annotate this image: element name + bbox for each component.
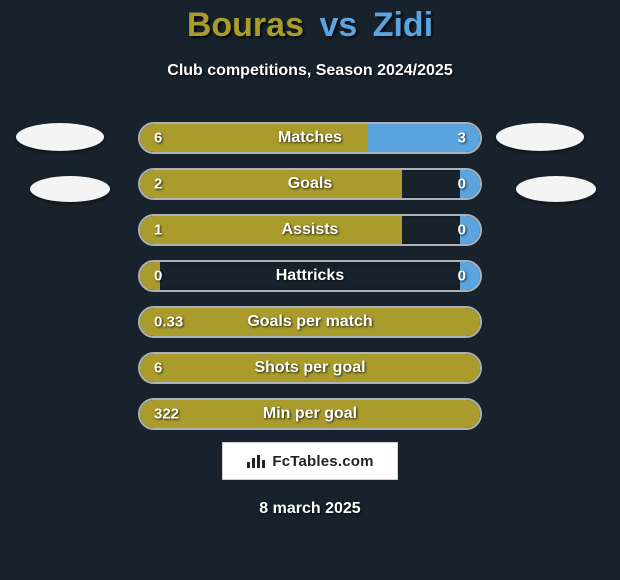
stat-track: 6Shots per goal: [138, 352, 482, 384]
stat-value-right: 3: [458, 130, 466, 147]
title-vs: vs: [319, 6, 357, 44]
team-logo-placeholder: [496, 123, 584, 151]
stat-track: 63Matches: [138, 122, 482, 154]
date-label: 8 march 2025: [0, 500, 620, 518]
stat-row: 322Min per goal: [0, 398, 620, 430]
stat-value-left: 6: [154, 360, 162, 377]
stat-row: 6Shots per goal: [0, 352, 620, 384]
stat-fill-left: [140, 124, 367, 152]
stat-value-left: 1: [154, 222, 162, 239]
stat-fill-left: [140, 400, 480, 428]
bars-icon: [246, 453, 266, 469]
watermark-text: FcTables.com: [272, 453, 373, 470]
stat-value-left: 322: [154, 406, 179, 423]
player2-name: Zidi: [373, 6, 433, 44]
stat-row: 10Assists: [0, 214, 620, 246]
stat-row: 0 0Hattricks: [0, 260, 620, 292]
stat-track: 10Assists: [138, 214, 482, 246]
stat-track: 0 0Hattricks: [138, 260, 482, 292]
stat-value-left: 6: [154, 130, 162, 147]
stat-value-right: 0: [458, 268, 466, 285]
stat-value-right: 0: [458, 222, 466, 239]
team-logo-placeholder: [516, 176, 596, 202]
team-logo-placeholder: [16, 123, 104, 151]
stat-value-left: 0: [154, 268, 162, 285]
stat-value-left: 2: [154, 176, 162, 193]
player1-name: Bouras: [187, 6, 304, 44]
stats-comparison-card: Bouras vs Zidi Club competitions, Season…: [0, 0, 620, 580]
stat-value-right: 0: [458, 176, 466, 193]
stat-fill-left: [140, 170, 402, 198]
stat-fill-left: [140, 354, 480, 382]
stat-track: 0.33Goals per match: [138, 306, 482, 338]
stat-track: 322Min per goal: [138, 398, 482, 430]
page-title: Bouras vs Zidi: [0, 6, 620, 45]
stat-fill-left: [140, 308, 480, 336]
watermark-badge: FcTables.com: [222, 442, 398, 480]
stat-value-left: 0.33: [154, 314, 183, 331]
stat-fill-left: [140, 216, 402, 244]
stat-row: 0.33Goals per match: [0, 306, 620, 338]
stat-label: Hattricks: [140, 267, 480, 285]
team-logo-placeholder: [30, 176, 110, 202]
subtitle: Club competitions, Season 2024/2025: [0, 62, 620, 80]
stat-bars-container: 63Matches20Goals10Assists00Hattricks0.33…: [0, 122, 620, 444]
stat-track: 20Goals: [138, 168, 482, 200]
